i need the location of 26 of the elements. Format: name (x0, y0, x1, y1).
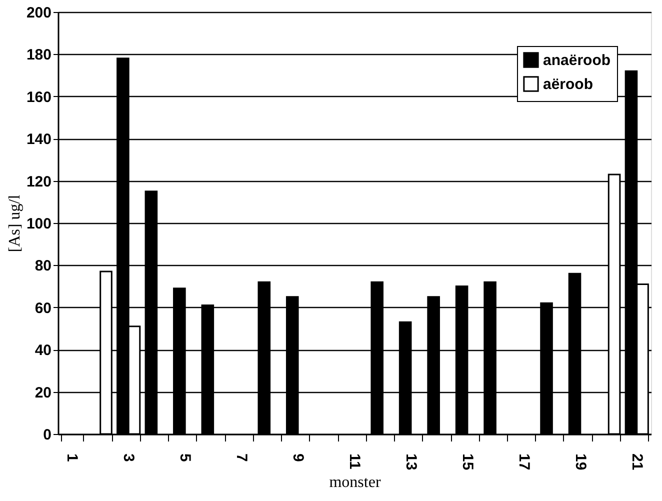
y-tick-label: 80 (34, 258, 52, 275)
y-tick-label: 40 (34, 342, 52, 360)
x-tick-label: 15 (458, 454, 476, 470)
x-tick-label: 5 (176, 454, 194, 462)
y-tick-label: 20 (34, 384, 52, 402)
x-tick-label: 7 (233, 454, 250, 462)
x-tick-label: 1 (64, 454, 81, 462)
y-tick-label: 120 (26, 173, 52, 190)
x-tick-label: 13 (402, 454, 420, 470)
y-tick-label: 140 (26, 131, 52, 148)
legend-label: aëroob (543, 76, 594, 93)
y-tick-label: 0 (43, 426, 52, 444)
x-tick-label: 11 (346, 454, 363, 470)
x-axis-title: monster (329, 474, 382, 492)
y-tick-label: 180 (26, 46, 52, 64)
x-tick-label: 9 (290, 454, 307, 462)
x-tick-label: 19 (572, 454, 589, 470)
y-tick-label: 100 (26, 216, 52, 232)
y-axis-title: [As] ug/l (6, 194, 24, 252)
x-tick-label: 21 (628, 454, 646, 470)
x-tick-label: 17 (515, 454, 532, 470)
x-tick-label: 3 (120, 454, 138, 462)
y-tick-label: 200 (26, 4, 52, 22)
y-tick-label: 60 (34, 300, 52, 317)
y-tick-label: 160 (26, 88, 52, 106)
legend-label: anaëroob (543, 52, 611, 69)
